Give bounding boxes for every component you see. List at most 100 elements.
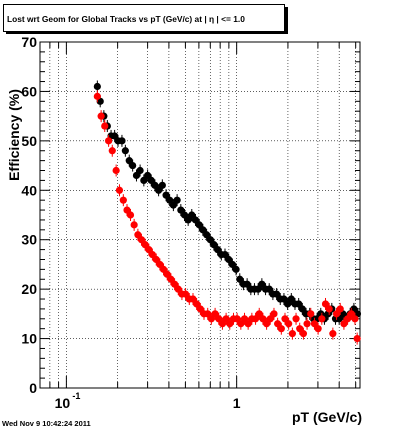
red-series-point	[340, 320, 348, 328]
red-series-point	[105, 137, 113, 145]
y-tick-label: 0	[29, 380, 37, 396]
y-tick-label: 60	[21, 83, 37, 99]
black-series-point	[273, 290, 281, 298]
y-tick-label: 10	[21, 331, 37, 347]
black-series-point	[232, 265, 240, 273]
black-series-point	[151, 181, 159, 189]
black-series-point	[147, 176, 155, 184]
grid	[39, 42, 360, 388]
red-series-point	[97, 112, 105, 120]
black-series-point	[93, 82, 101, 91]
chart-title: Lost wrt Geom for Global Tracks vs pT (G…	[3, 4, 285, 32]
y-tick-label: 30	[21, 232, 37, 248]
red-series-point	[108, 147, 116, 155]
black-series-point	[136, 166, 144, 175]
red-series-point	[119, 196, 127, 204]
red-series-point	[218, 320, 227, 328]
black-series-point	[225, 255, 233, 264]
black-series-point	[188, 211, 196, 219]
y-tick-label: 50	[21, 133, 37, 149]
axis-ticks	[39, 41, 360, 389]
red-series-point	[325, 305, 333, 313]
x-tick-label: 1	[233, 395, 241, 411]
black-series-point	[236, 275, 244, 283]
red-series-point	[251, 315, 260, 323]
red-series-point	[148, 250, 156, 259]
red-series-point	[226, 320, 234, 328]
black-series-point	[158, 181, 166, 189]
black-series-point	[210, 241, 218, 249]
red-series-point	[193, 300, 201, 308]
black-series-point	[295, 300, 303, 308]
red-series-point	[244, 320, 252, 328]
black-series-point	[195, 221, 203, 229]
red-series-point	[115, 186, 124, 194]
red-series-point	[174, 285, 182, 293]
red-series-point	[307, 310, 315, 318]
red-series-point	[196, 305, 204, 313]
red-series-point	[163, 270, 171, 278]
red-series-point	[156, 260, 164, 269]
black-series-point	[284, 300, 292, 308]
red-series-point	[344, 315, 352, 323]
black-series-point	[177, 206, 185, 214]
red-series-point	[189, 295, 197, 303]
black-series-point	[129, 161, 137, 170]
red-series-point	[181, 290, 190, 298]
y-tick-label: 20	[21, 281, 37, 297]
red-series-point	[207, 315, 215, 323]
red-series-point	[126, 211, 135, 219]
red-series-point	[321, 300, 330, 308]
red-series-point	[137, 236, 146, 244]
red-series-point	[314, 325, 322, 333]
black-series-point	[155, 186, 163, 194]
black-series-point	[280, 295, 288, 303]
red-series-point	[141, 241, 149, 249]
plot-frame	[39, 41, 361, 389]
red-series-point	[101, 122, 109, 130]
y-tick-label: 40	[21, 182, 37, 198]
red-series-point	[285, 320, 293, 328]
red-series-point	[310, 320, 319, 328]
black-series-point	[228, 260, 237, 269]
red-series-point	[215, 315, 223, 323]
black-series-point	[132, 171, 141, 180]
black-series-point	[287, 295, 295, 303]
red-series-point	[296, 325, 304, 333]
red-series-point	[159, 265, 168, 273]
red-series-point	[263, 320, 271, 328]
red-series-point	[270, 310, 278, 318]
red-series-point	[336, 305, 344, 313]
x-axis-title: pT (GeV/c)	[292, 409, 362, 425]
x-tick-label: 10	[55, 395, 71, 411]
red-series-point	[353, 334, 361, 343]
red-series-point	[318, 315, 326, 323]
red-series-point	[237, 320, 245, 328]
data-points	[93, 80, 362, 345]
black-series-point	[214, 246, 222, 254]
black-series-point	[118, 137, 126, 145]
black-series-point	[121, 147, 129, 155]
red-series-point	[347, 310, 355, 318]
red-series-point	[130, 221, 138, 229]
red-series-point	[299, 330, 308, 338]
red-series-point	[259, 315, 267, 323]
black-series-point	[265, 285, 273, 293]
title-shadow-right	[285, 7, 288, 34]
black-series-point	[254, 285, 262, 293]
y-tick-label: 70	[21, 34, 37, 50]
red-series-point	[332, 310, 341, 318]
black-series-point	[166, 196, 174, 204]
red-series-point	[167, 275, 175, 283]
black-series-point	[162, 191, 170, 199]
red-series-point	[277, 325, 285, 333]
x-tick-exponent: -1	[72, 391, 80, 401]
black-series-point	[140, 176, 148, 184]
y-tick-labels: 0 10 20 30 40 50 60 70	[21, 34, 37, 396]
black-series-point	[144, 171, 152, 180]
timestamp: Wed Nov 9 10:42:24 2011	[2, 419, 91, 428]
red-series-point	[134, 231, 142, 239]
black-series-point	[243, 280, 251, 288]
red-series-point	[281, 315, 289, 323]
